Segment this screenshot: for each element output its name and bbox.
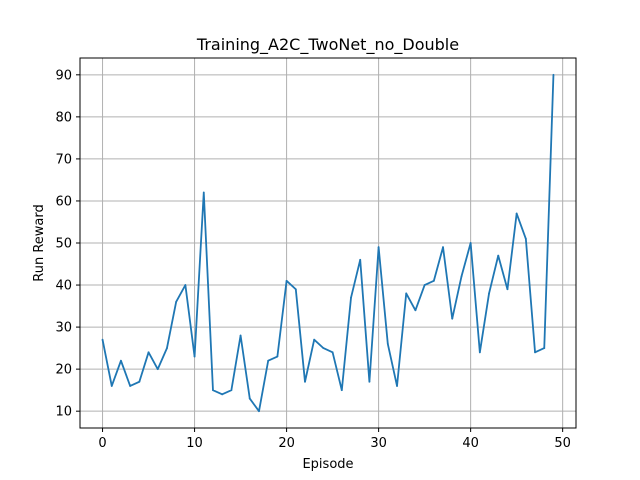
data-point — [340, 389, 343, 392]
data-point — [478, 351, 481, 354]
y-tick-label: 50 — [55, 237, 72, 252]
data-point — [258, 410, 260, 413]
data-point — [212, 389, 214, 392]
data-point — [267, 359, 270, 362]
y-tick-label: 10 — [55, 405, 72, 420]
data-point — [524, 237, 527, 240]
data-point — [138, 380, 141, 383]
data-point — [442, 246, 444, 249]
data-point — [175, 300, 178, 303]
data-point — [460, 275, 463, 278]
data-point — [414, 309, 417, 312]
x-tick-label: 40 — [462, 436, 479, 451]
data-point — [322, 347, 325, 350]
data-point — [248, 397, 251, 400]
y-axis-label: Run Reward — [32, 204, 47, 281]
y-tick-label: 20 — [55, 363, 72, 378]
data-point — [110, 385, 113, 387]
y-tick-label: 90 — [55, 68, 72, 83]
data-point — [386, 343, 389, 345]
data-point — [304, 380, 306, 383]
data-point — [101, 338, 104, 341]
data-point — [534, 351, 536, 354]
data-point — [515, 212, 518, 215]
axis-ticks: 0 10 20 30 40 50 10 20 30 40 50 60 70 80 90 — [55, 68, 570, 451]
data-point — [166, 347, 168, 350]
data-point — [405, 292, 408, 295]
data-point — [276, 355, 279, 358]
data-point — [285, 279, 288, 282]
data-point — [506, 288, 509, 291]
data-point — [432, 279, 435, 282]
data-point — [294, 288, 297, 291]
data-point — [552, 73, 555, 76]
data-point — [230, 389, 233, 392]
data-point — [202, 191, 205, 194]
y-tick-label: 70 — [55, 152, 72, 167]
x-tick-label: 20 — [278, 436, 295, 451]
data-point — [129, 385, 132, 387]
data-point — [147, 351, 150, 354]
data-point — [331, 351, 334, 354]
data-point — [377, 246, 380, 249]
data-point — [423, 284, 426, 286]
data-point — [396, 385, 398, 387]
data-point — [368, 380, 371, 383]
y-tick-label: 30 — [55, 321, 72, 336]
series-layer — [101, 73, 555, 413]
x-tick-label: 30 — [370, 436, 387, 451]
data-point — [497, 254, 500, 257]
data-point — [239, 334, 242, 337]
data-point — [488, 292, 490, 295]
data-point — [193, 355, 196, 358]
data-point — [221, 393, 224, 396]
data-point — [156, 368, 159, 371]
y-tick-label: 40 — [55, 279, 72, 294]
chart-title: Training_A2C_TwoNet_no_Double — [196, 35, 459, 55]
data-point — [184, 284, 187, 286]
series-line — [101, 74, 555, 413]
x-tick-label: 50 — [554, 436, 571, 451]
data-point — [543, 347, 546, 350]
data-point — [469, 242, 472, 244]
data-point — [120, 359, 122, 362]
y-tick-label: 80 — [55, 110, 72, 125]
data-point — [451, 317, 454, 320]
x-tick-label: 10 — [186, 436, 203, 451]
data-point — [350, 296, 352, 299]
x-axis-label: Episode — [302, 457, 353, 472]
data-point — [313, 338, 316, 341]
x-tick-label: 0 — [98, 436, 106, 451]
data-point — [359, 258, 362, 261]
y-tick-label: 60 — [55, 194, 72, 209]
